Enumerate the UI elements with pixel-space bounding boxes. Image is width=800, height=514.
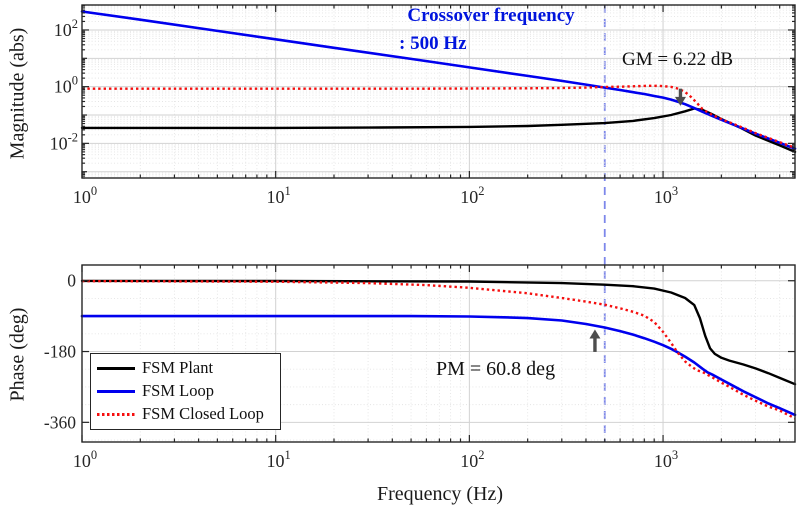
legend-item-fsm-plant: FSM Plant: [97, 357, 274, 380]
fsm-plant-line-swatch: [97, 367, 135, 370]
series-fsm-closed-loop-phase: [81, 279, 796, 420]
phase-plot-frame: [81, 264, 796, 443]
legend: FSM Plant FSM Loop FSM Closed Loop: [90, 353, 281, 430]
x-tick-label: 103: [654, 448, 678, 471]
y-tick-label: 0: [67, 271, 76, 291]
x-tick-label: 102: [460, 184, 484, 207]
legend-item-fsm-loop: FSM Loop: [97, 380, 274, 403]
x-tick-label: 100: [73, 184, 97, 207]
series-fsm-loop-magnitude: [80, 10, 797, 150]
crossover-annotation-line1: Crossover frequency: [407, 5, 575, 26]
phase-axis-title: Phase (deg): [6, 307, 29, 402]
frequency-axis-title: Frequency (Hz): [376, 483, 504, 505]
series-fsm-plant-phase: [80, 279, 797, 386]
y-tick-label: 100: [54, 74, 78, 97]
crossover-frequency-annotation: Crossover frequency : 500 Hz: [383, 2, 599, 57]
x-tick-label: 103: [654, 184, 678, 207]
x-tick-label: 102: [460, 448, 484, 471]
series-fsm-closed-loop-magnitude: [82, 84, 796, 149]
y-tick-label: 10-2: [50, 130, 78, 153]
x-tick-label: 101: [267, 448, 291, 471]
legend-item-fsm-closed-loop: FSM Closed Loop: [97, 403, 274, 426]
magnitude-axis-title: Magnitude (abs): [6, 27, 29, 160]
x-tick-label: 101: [267, 184, 291, 207]
x-tick-label: 100: [73, 448, 97, 471]
y-tick-label: -180: [44, 342, 76, 362]
legend-label-fsm-loop: FSM Loop: [142, 381, 214, 401]
fsm-loop-line-swatch: [97, 390, 135, 393]
series-fsm-loop-phase: [80, 314, 797, 417]
fsm-closed-loop-line-swatch: [97, 413, 135, 416]
gain-margin-annotation: GM = 6.22 dB: [622, 49, 734, 70]
pm-arrow-head: [589, 329, 601, 339]
legend-label-fsm-closed-loop: FSM Closed Loop: [142, 404, 264, 424]
y-tick-label: -360: [44, 412, 76, 432]
crossover-annotation-line2: : 500 Hz: [399, 32, 467, 54]
phase-margin-annotation: PM = 60.8 deg: [436, 358, 556, 380]
gm-arrow-head: [674, 96, 686, 106]
legend-label-fsm-plant: FSM Plant: [142, 358, 214, 378]
y-tick-label: 102: [54, 17, 78, 40]
